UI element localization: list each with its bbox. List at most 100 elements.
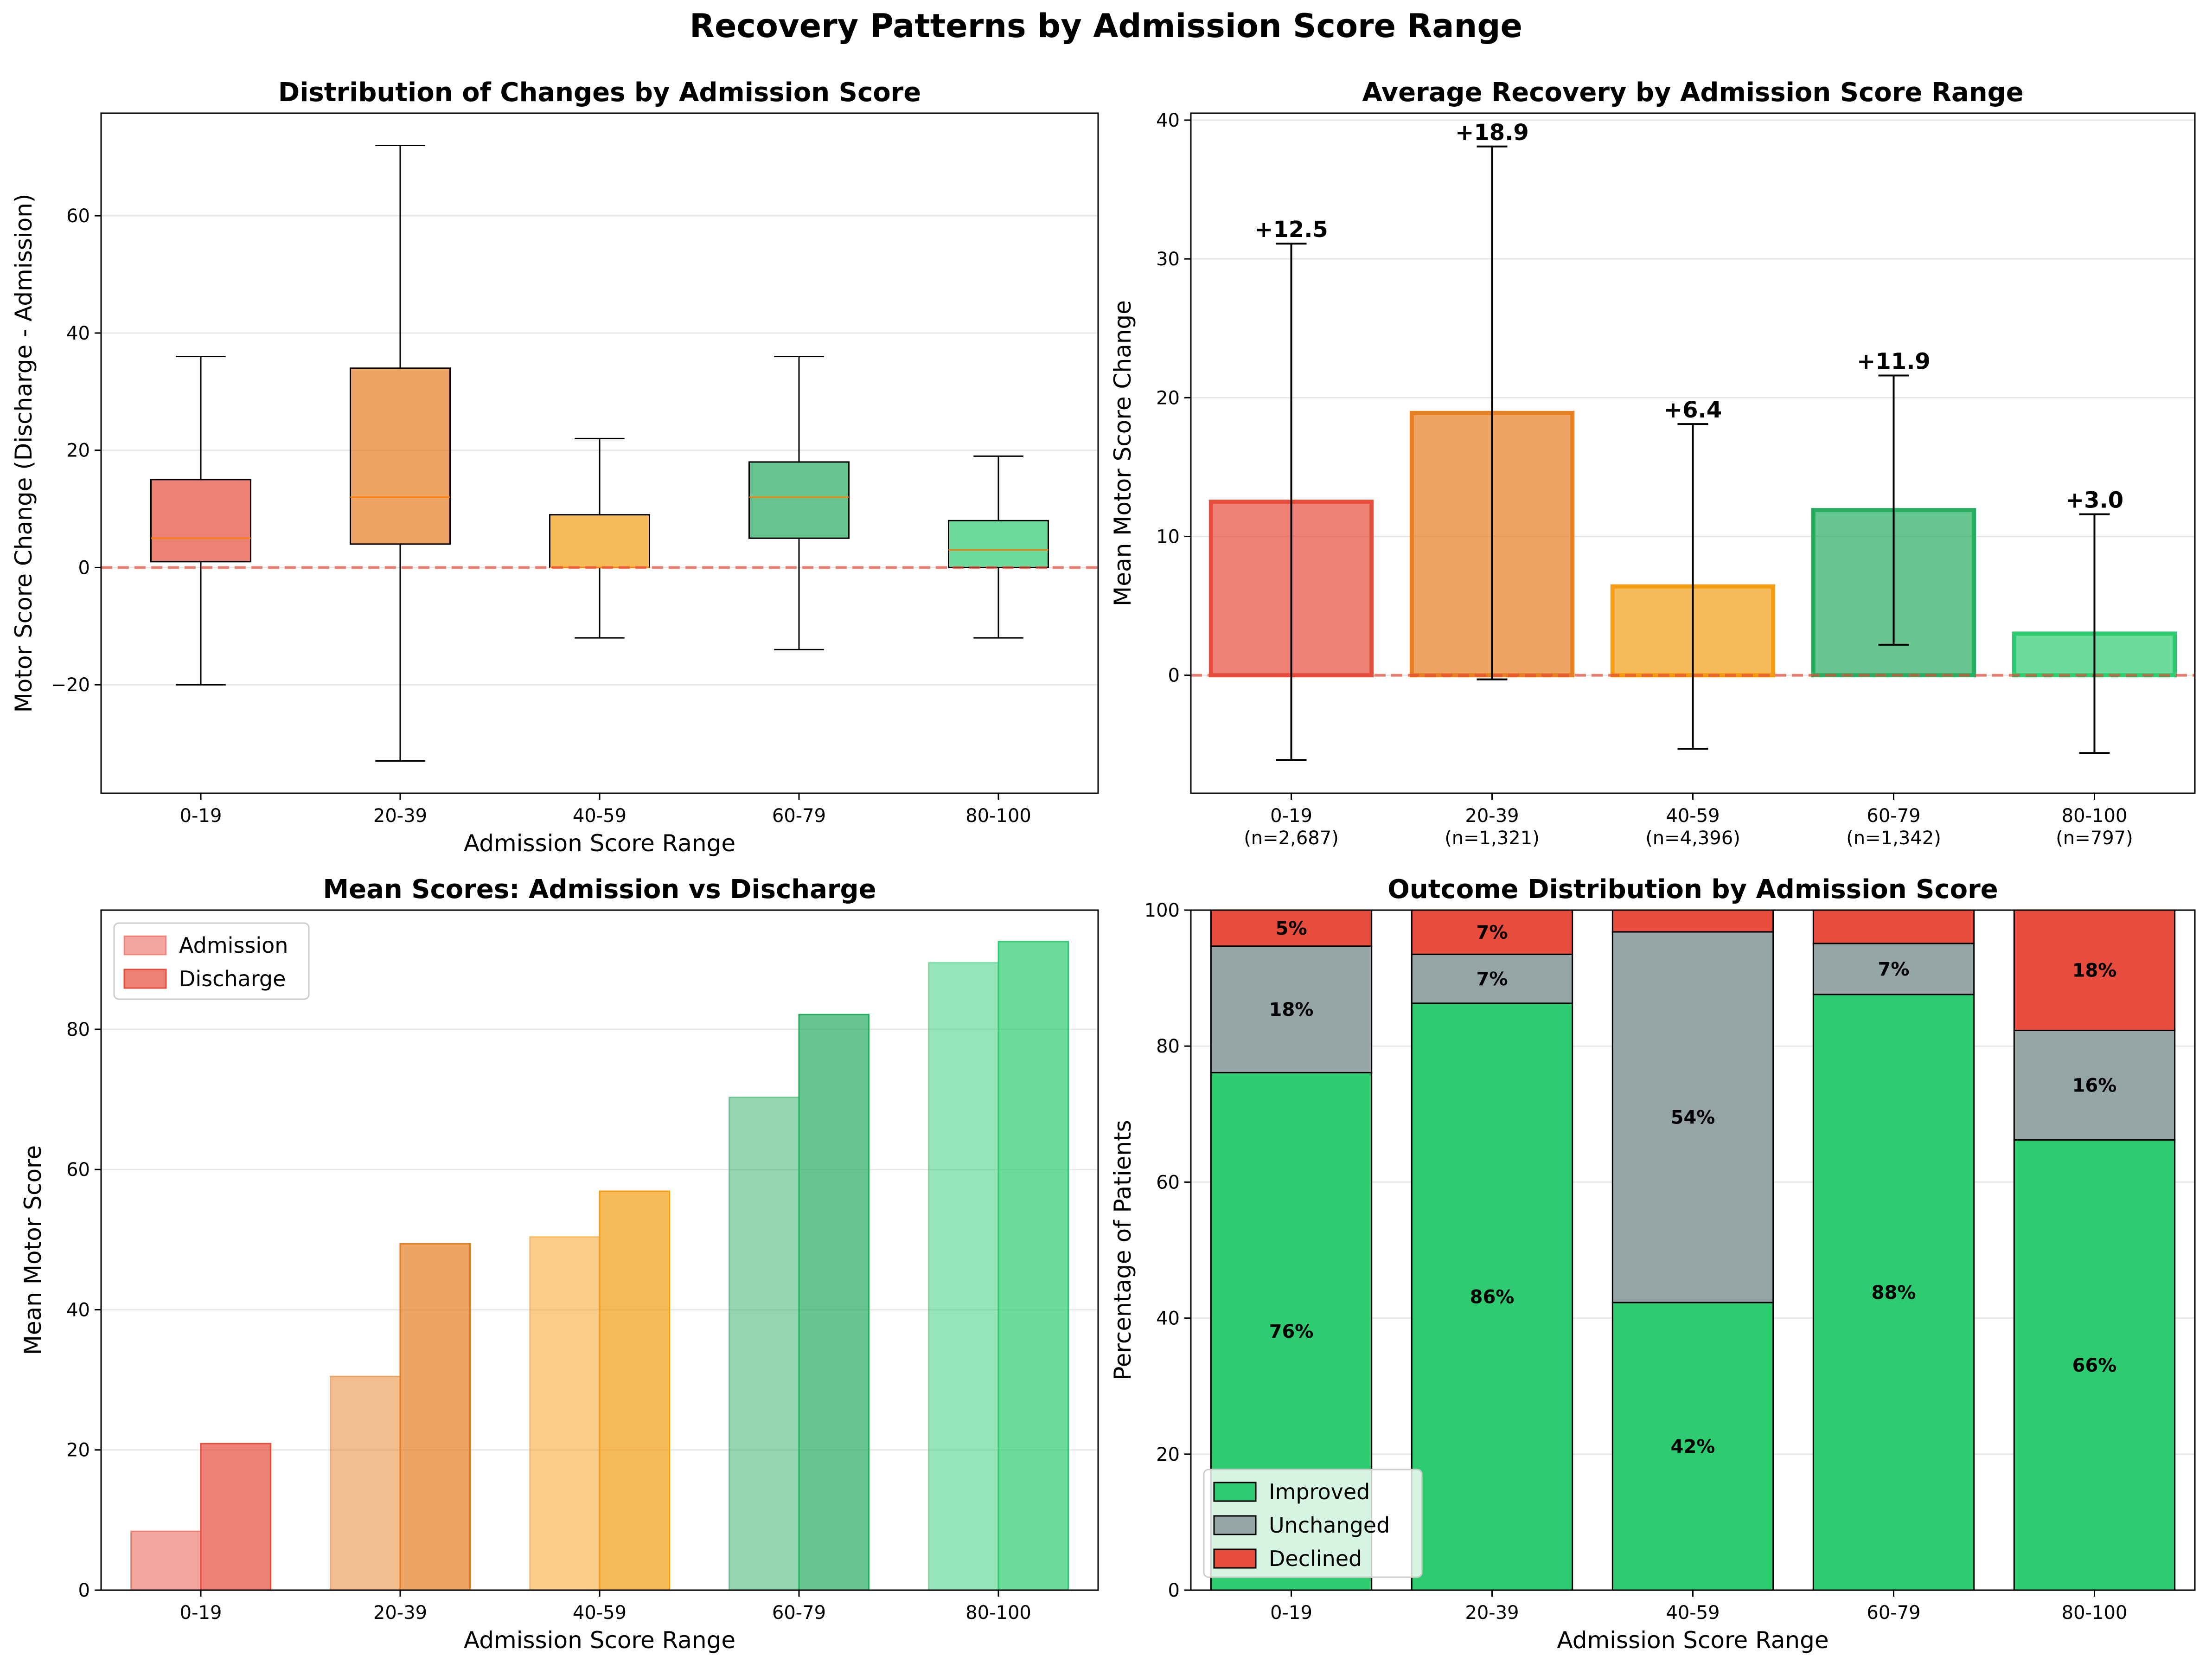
x-tick-label: 80-100 xyxy=(2062,1602,2128,1624)
segment-declined-20-39 xyxy=(1411,909,1573,955)
segment-unchanged-0-19 xyxy=(1210,945,1373,1073)
segment-label: 7% xyxy=(1477,922,1508,944)
segment-label: 16% xyxy=(2072,1075,2117,1096)
bar-admission-60-79 xyxy=(729,1097,800,1591)
box-60-79 xyxy=(748,355,850,650)
x-tick-count-label: (n=797) xyxy=(2056,828,2133,849)
segment-declined-60-79 xyxy=(1812,909,1975,944)
x-tick-label: 80-100 xyxy=(965,805,1031,827)
y-tick-label: 40 xyxy=(1156,110,1180,131)
y-tick-label: 20 xyxy=(66,1440,90,1461)
box-iqr xyxy=(948,520,1049,568)
x-tick-label: 40-59 xyxy=(573,805,627,827)
value-label: +12.5 xyxy=(1254,217,1328,243)
legend: Improved Unchanged Declined xyxy=(1203,1469,1423,1578)
x-tick-count-label: (n=1,342) xyxy=(1846,828,1941,849)
legend-label-discharge: Discharge xyxy=(179,966,286,991)
y-tick-label: 20 xyxy=(1156,387,1180,409)
x-tick-count-label: (n=2,687) xyxy=(1244,828,1339,849)
segment-declined-0-19 xyxy=(1210,909,1373,947)
y-tick-label: 0 xyxy=(78,1580,90,1601)
panel-3: 0 20 40 60 80 0-19 20-39 40-59 60-79 80-100 Mean S… xyxy=(19,874,1099,1654)
legend-label-improved: Improved xyxy=(1269,1479,1370,1504)
x-axis-label: Admission Score Range xyxy=(1557,1627,1828,1654)
x-axis-label: Admission Score Range xyxy=(464,1627,735,1654)
y-tick-label: 20 xyxy=(1156,1444,1180,1465)
y-tick-label: 0 xyxy=(78,557,90,578)
figure-title: Recovery Patterns by Admission Score Ran… xyxy=(690,7,1522,45)
legend-label-admission: Admission xyxy=(179,933,288,958)
box-40-59 xyxy=(549,437,650,639)
bar-discharge-40-59 xyxy=(599,1190,670,1591)
bar-admission-0-19 xyxy=(130,1530,202,1591)
y-axis-label: Percentage of Patients xyxy=(1109,1120,1136,1380)
box-iqr xyxy=(350,367,451,545)
value-label: +11.9 xyxy=(1857,348,1931,374)
box-iqr xyxy=(150,479,251,563)
y-tick-label: 0 xyxy=(1168,1580,1180,1601)
segment-improved-60-79 xyxy=(1812,994,1975,1591)
y-tick-label: 60 xyxy=(66,205,90,227)
y-tick-label: 80 xyxy=(1156,1036,1180,1057)
segment-label: 54% xyxy=(1671,1107,1715,1128)
bar-admission-20-39 xyxy=(330,1375,401,1591)
y-axis-label: Motor Score Change (Discharge - Admissio… xyxy=(10,194,37,713)
box-0-19 xyxy=(150,355,251,686)
y-tick-label: 60 xyxy=(66,1159,90,1181)
bar-discharge-60-79 xyxy=(798,1014,869,1591)
panel-2: +12.5 +18.9 +6.4 +11.9 +3.0 0 10 20 30 40 0-19(n=2… xyxy=(1109,77,2196,849)
x-axis-label: Admission Score Range xyxy=(464,830,735,857)
y-tick-label: 40 xyxy=(66,1299,90,1321)
chart-layer: −20 0 20 40 60 0-19 20-39 40-59 60-79 80-100 Distr… xyxy=(10,77,2196,1654)
segment-unchanged-60-79 xyxy=(1812,943,1975,995)
x-tick-label: 20-39 xyxy=(373,1602,427,1624)
legend-swatch-admission xyxy=(123,935,167,956)
box-iqr xyxy=(748,461,850,539)
x-tick-label: 40-59 xyxy=(1666,805,1720,827)
segment-label: 7% xyxy=(1477,969,1508,990)
bar-discharge-20-39 xyxy=(399,1243,471,1591)
x-tick-label: 60-79 xyxy=(1867,805,1920,827)
panel-title: Mean Scores: Admission vs Discharge xyxy=(323,874,876,905)
segment-unchanged-80-100 xyxy=(2013,1029,2176,1141)
bar-admission-40-59 xyxy=(529,1236,601,1591)
value-label: +3.0 xyxy=(2065,488,2123,514)
panel-1: −20 0 20 40 60 0-19 20-39 40-59 60-79 80-100 Distr… xyxy=(10,77,1099,857)
value-label: +6.4 xyxy=(1664,397,1722,423)
y-tick-label: 0 xyxy=(1168,665,1180,687)
legend-label-declined: Declined xyxy=(1269,1546,1362,1571)
x-tick-label: 20-39 xyxy=(1465,805,1519,827)
y-tick-label: 100 xyxy=(1144,900,1180,921)
panel-title: Average Recovery by Admission Score Rang… xyxy=(1362,77,2023,108)
x-tick-count-label: (n=1,321) xyxy=(1445,828,1540,849)
legend-box xyxy=(1203,1469,1423,1578)
x-tick-label: 40-59 xyxy=(573,1602,627,1624)
segment-improved-20-39 xyxy=(1411,1002,1573,1591)
y-axis-label: Mean Motor Score xyxy=(19,1145,46,1355)
x-tick-label: 80-100 xyxy=(2062,805,2128,827)
x-tick-label: 40-59 xyxy=(1666,1602,1720,1624)
y-tick-label: 30 xyxy=(1156,249,1180,270)
x-tick-label: 60-79 xyxy=(1867,1602,1920,1624)
panel-4: 76% 18% 5% 86% 7% 7% 42% 54% 88% 7% 66% 16% 18% 0 20 40… xyxy=(1109,874,2196,1654)
segment-improved-80-100 xyxy=(2013,1139,2176,1591)
y-tick-label: −20 xyxy=(51,674,90,696)
segment-label: 88% xyxy=(1872,1282,1916,1303)
segment-unchanged-40-59 xyxy=(1611,931,1774,1303)
segment-label: 42% xyxy=(1671,1436,1715,1457)
y-tick-label: 40 xyxy=(1156,1308,1180,1329)
segment-label: 76% xyxy=(1269,1321,1314,1342)
x-tick-count-label: (n=4,396) xyxy=(1645,828,1740,849)
legend-swatch-improved xyxy=(1213,1482,1257,1502)
segment-declined-40-59 xyxy=(1611,909,1774,933)
x-tick-label: 60-79 xyxy=(772,1602,826,1624)
x-tick-label: 20-39 xyxy=(373,805,427,827)
segment-label: 66% xyxy=(2072,1355,2117,1376)
legend-swatch-discharge xyxy=(123,969,167,989)
legend-swatch-declined xyxy=(1213,1548,1257,1569)
segment-label: 7% xyxy=(1878,959,1910,980)
bar-discharge-80-100 xyxy=(997,941,1069,1591)
x-tick-label: 0-19 xyxy=(180,805,222,827)
y-axis-label: Mean Motor Score Change xyxy=(1109,300,1136,606)
